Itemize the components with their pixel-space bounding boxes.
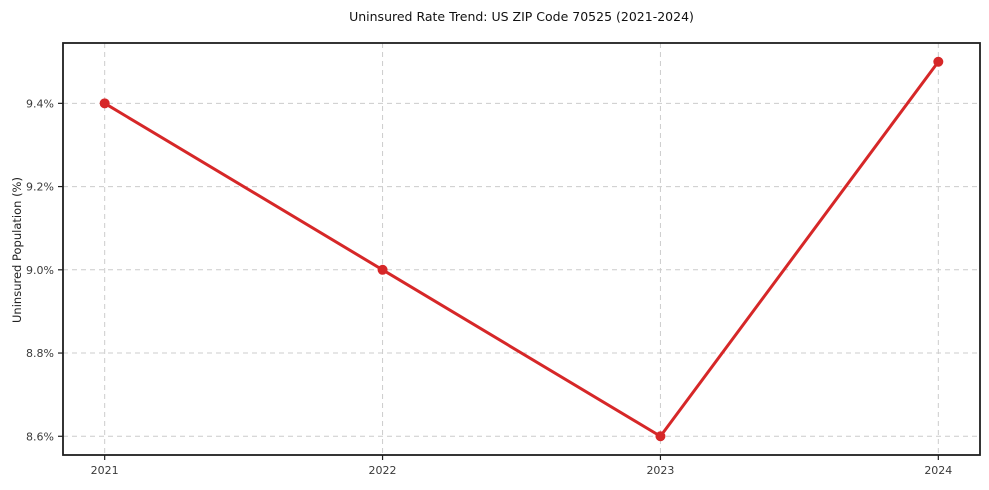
y-tick-label: 8.8% [26,347,54,360]
data-point-marker [655,431,666,442]
data-point-marker [99,98,110,109]
trend-line [103,60,940,438]
data-point-marker [933,56,944,67]
x-tick-label: 2022 [369,464,397,477]
chart-title: Uninsured Rate Trend: US ZIP Code 70525 … [349,9,694,24]
x-tick-label: 2021 [91,464,119,477]
y-tick-label: 9.2% [26,181,54,194]
data-point-marker [377,264,388,275]
y-tick-label: 9.4% [26,97,54,110]
y-tick-label: 8.6% [26,430,54,443]
y-tick-label: 9.0% [26,264,54,277]
plot-border [62,42,981,456]
x-tick-label: 2024 [924,464,952,477]
x-tick-label: 2023 [646,464,674,477]
